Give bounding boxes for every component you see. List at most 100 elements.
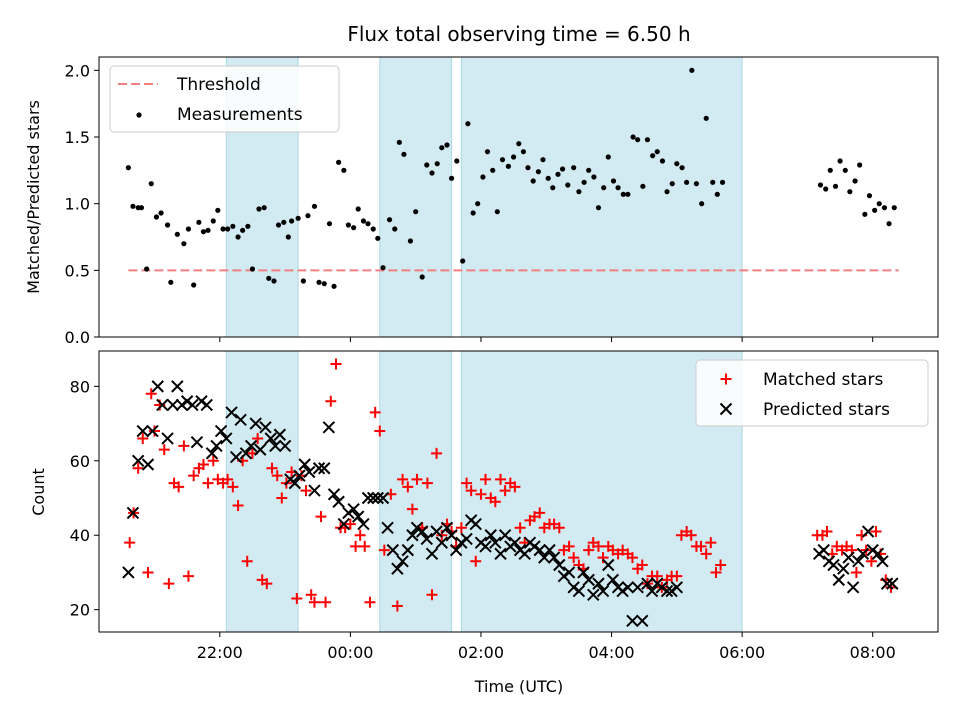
predicted-point xyxy=(430,525,443,538)
measurement-point xyxy=(710,179,716,185)
measurement-point xyxy=(380,265,386,271)
measurement-point xyxy=(499,157,506,163)
matched-point xyxy=(173,481,185,493)
measurement-point xyxy=(200,229,207,235)
matched-point xyxy=(406,503,418,515)
predicted-point xyxy=(518,547,531,561)
matched-point xyxy=(553,522,565,534)
measurement-point xyxy=(448,175,455,181)
predicted-point xyxy=(186,398,199,412)
measurement-point xyxy=(153,214,160,220)
predicted-point xyxy=(460,532,473,546)
predicted-point xyxy=(357,517,370,531)
measurement-point xyxy=(511,154,517,160)
measurement-point xyxy=(832,183,839,189)
matched-point xyxy=(626,552,638,564)
predicted-point xyxy=(327,488,341,501)
predicted-point xyxy=(371,491,385,505)
top-legend-box xyxy=(109,65,340,133)
top-y-tick-label: 1.0 xyxy=(65,195,90,214)
matched-point xyxy=(137,432,149,444)
bottom-y-tick-label: 60 xyxy=(70,452,90,471)
matched-point xyxy=(470,555,482,567)
matched-point xyxy=(132,462,144,474)
predicted-point xyxy=(312,462,326,475)
measurement-point xyxy=(311,203,318,209)
predicted-point xyxy=(205,447,219,460)
matched-point xyxy=(583,544,595,556)
bottom-legend-box xyxy=(695,359,929,427)
predicted-point xyxy=(621,581,635,594)
predicted-point xyxy=(455,536,468,549)
matched-point xyxy=(509,481,521,493)
predicted-point xyxy=(626,614,639,628)
matched-point xyxy=(359,540,371,552)
predicted-point xyxy=(234,413,247,427)
top-y-tick-label: 0.5 xyxy=(65,261,90,280)
measurement-point xyxy=(550,185,556,191)
bottom-y-tick-label: 40 xyxy=(70,526,90,545)
measurement-point xyxy=(424,162,430,168)
matched-point xyxy=(163,578,175,590)
predicted-point xyxy=(616,584,629,598)
predicted-point xyxy=(479,540,492,553)
matched-point xyxy=(252,432,264,444)
matched-point xyxy=(391,600,403,612)
predicted-point xyxy=(494,547,507,561)
measurement-point xyxy=(689,67,695,73)
measurement-point xyxy=(360,218,367,224)
measurement-point xyxy=(484,149,491,155)
top-observing-window xyxy=(460,56,743,338)
matched-point xyxy=(202,477,214,489)
predicted-point xyxy=(249,417,262,430)
predicted-point xyxy=(592,577,605,590)
x-tick-label: 08:00 xyxy=(850,643,896,662)
measurement-point xyxy=(635,137,641,143)
matched-point xyxy=(514,522,526,534)
predicted-point xyxy=(827,558,840,572)
measurement-point xyxy=(615,185,621,191)
measurement-point xyxy=(230,223,236,229)
predicted-point xyxy=(880,577,894,590)
measurement-point xyxy=(610,178,617,184)
predicted-point xyxy=(244,439,258,453)
matched-point xyxy=(671,570,683,582)
predicted-point xyxy=(602,558,615,572)
measurement-point xyxy=(545,175,551,181)
measurement-point xyxy=(295,215,301,221)
measurement-point xyxy=(605,154,611,160)
bottom-y-tick-label: 80 xyxy=(70,377,90,396)
measurement-point xyxy=(571,165,577,171)
predicted-point xyxy=(449,543,463,557)
matched-point xyxy=(354,529,366,541)
matched-point xyxy=(145,388,157,400)
matched-point xyxy=(182,570,194,582)
measurement-point xyxy=(220,226,226,232)
predicted-point xyxy=(166,398,179,412)
measurement-point xyxy=(601,185,607,191)
measurement-point xyxy=(494,209,500,215)
measurement-point xyxy=(249,266,256,272)
measurement-point xyxy=(168,279,174,285)
predicted-point xyxy=(141,458,155,471)
predicted-point xyxy=(214,424,228,438)
predicted-point xyxy=(645,584,659,598)
measurement-point xyxy=(842,167,848,173)
measurement-point xyxy=(465,121,471,127)
predicted-point xyxy=(498,529,512,542)
legend-matched-swatch xyxy=(720,373,732,385)
predicted-point xyxy=(420,532,433,546)
measurement-point xyxy=(847,189,853,195)
predicted-point xyxy=(337,517,351,531)
predicted-point xyxy=(596,584,610,598)
measurement-point xyxy=(261,205,267,211)
predicted-point xyxy=(298,458,311,471)
predicted-point xyxy=(415,525,429,538)
measurement-point xyxy=(886,221,892,227)
predicted-point xyxy=(396,555,409,568)
measurement-point xyxy=(138,205,145,211)
predicted-point xyxy=(886,577,899,590)
measurement-point xyxy=(196,219,202,225)
measurement-point xyxy=(659,158,666,164)
measurement-point xyxy=(225,226,231,232)
